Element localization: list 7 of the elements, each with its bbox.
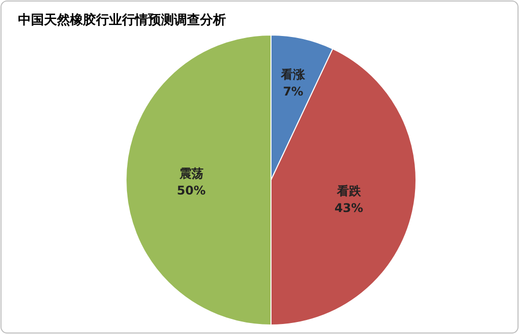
slice-label: 看涨 (280, 68, 306, 82)
slice-label: 看跌 (336, 184, 362, 198)
data-label: 7% (282, 84, 304, 98)
slice-label: 震荡 (178, 166, 204, 181)
data-label: 50% (176, 183, 206, 198)
chart-title: 中国天然橡胶行业行情预测调查分析 (18, 12, 226, 28)
data-label: 43% (334, 200, 364, 215)
